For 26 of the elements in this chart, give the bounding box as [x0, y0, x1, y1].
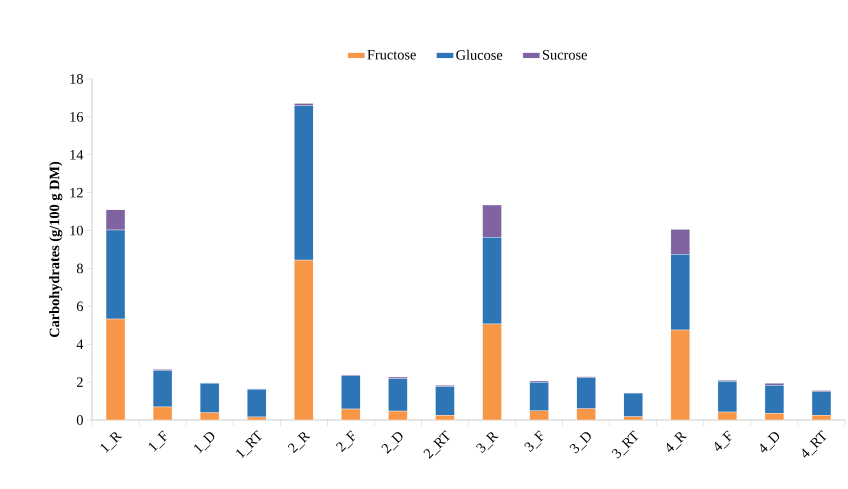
x-tick-label: 1_D — [194, 432, 214, 454]
y-tick-label: 12 — [70, 188, 83, 198]
y-axis-title: Carbohydrates (g/100 g DM) — [49, 162, 62, 338]
x-tick-label: 2_F — [336, 430, 356, 452]
x-tick-label: 3_F — [524, 430, 544, 452]
y-tick-label: 18 — [70, 74, 83, 84]
y-tick-label: 8 — [76, 264, 83, 274]
x-tick-label: 4_R — [666, 432, 687, 452]
x-tick-label: 2_D — [381, 432, 403, 454]
x-tick-label: 1_R — [100, 432, 122, 453]
x-tick-label: 4_F — [715, 430, 732, 451]
y-tick-label: 6 — [76, 302, 84, 312]
legend-label: Glucose — [456, 50, 502, 60]
y-tick-label: 0 — [76, 415, 83, 425]
y-tick-label: 16 — [70, 112, 84, 122]
x-tick-label: 3_R — [476, 432, 499, 453]
y-tick-label: 10 — [70, 226, 83, 236]
x-tick-label: 4_D — [760, 432, 779, 452]
x-tick-label: 3_D — [570, 432, 591, 454]
y-tick-label: 4 — [76, 340, 84, 349]
y-tick-label: 2 — [76, 377, 83, 387]
legend-label: Fructose — [367, 50, 416, 60]
x-tick-label: 2_R — [288, 432, 310, 454]
legend-label: Sucrose — [542, 50, 587, 60]
x-tick-label: 1_F — [148, 430, 167, 452]
y-tick-label: 14 — [70, 150, 84, 160]
